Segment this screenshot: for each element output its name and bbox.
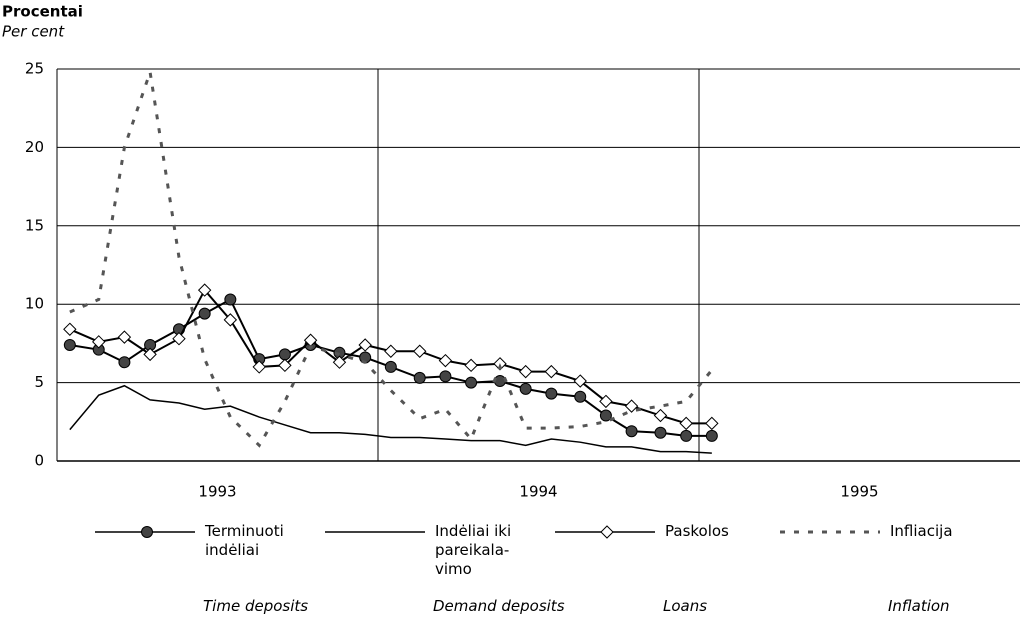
marker <box>465 376 478 389</box>
marker <box>358 338 372 352</box>
marker <box>278 348 291 361</box>
legend-marker <box>600 525 614 539</box>
marker <box>172 331 186 346</box>
marker <box>599 394 613 409</box>
marker <box>705 416 719 431</box>
marker <box>653 408 668 423</box>
marker <box>63 322 77 336</box>
legend-label: Terminuoti indėliai <box>205 522 284 559</box>
legend-label-en: Loans <box>663 597 708 615</box>
marker <box>252 360 266 374</box>
legend-item <box>95 526 195 538</box>
legend-label: Infliacija <box>890 522 953 540</box>
y-axis-label-en: Per cent <box>2 23 65 41</box>
marker <box>413 371 426 384</box>
marker <box>654 426 667 439</box>
y-tick-label: 10 <box>25 295 44 313</box>
x-tick-label: 1994 <box>519 483 557 501</box>
y-axis-label: Procentai <box>2 3 83 21</box>
marker <box>384 344 398 358</box>
y-tick-label: 15 <box>25 216 44 234</box>
marker <box>679 416 693 431</box>
marker <box>224 293 237 306</box>
series-line <box>69 71 714 448</box>
marker <box>143 347 157 362</box>
marker <box>574 390 587 403</box>
y-tick-label: 5 <box>34 373 44 391</box>
legend-label: Indėliai iki pareikala-vimo <box>435 522 512 578</box>
marker <box>545 387 558 400</box>
marker <box>464 358 478 373</box>
marker <box>518 364 533 379</box>
y-tick-label: 20 <box>25 138 44 156</box>
marker <box>705 429 718 442</box>
marker <box>599 409 612 422</box>
legend-label-en: Inflation <box>888 597 950 615</box>
marker <box>573 374 587 388</box>
marker <box>63 338 76 351</box>
marker <box>439 370 452 383</box>
legend-item <box>555 525 655 539</box>
marker <box>117 330 132 344</box>
marker <box>624 399 639 413</box>
series-line <box>69 384 712 454</box>
marker <box>198 307 211 320</box>
legend-label-en: Time deposits <box>203 597 309 615</box>
legend-marker <box>141 526 153 538</box>
legend-label: Paskolos <box>665 522 729 540</box>
marker <box>544 364 559 379</box>
marker <box>278 358 292 373</box>
marker <box>384 360 397 373</box>
marker <box>332 355 347 369</box>
marker <box>438 353 453 368</box>
y-tick-label: 25 <box>25 60 44 78</box>
marker <box>223 313 238 327</box>
marker <box>493 375 506 388</box>
y-tick-label: 0 <box>34 452 44 470</box>
marker <box>92 335 106 349</box>
legend-label-en: Demand deposits <box>433 597 565 615</box>
marker <box>413 344 427 358</box>
marker <box>625 425 638 438</box>
x-tick-label: 1995 <box>840 483 878 501</box>
marker <box>680 429 693 442</box>
x-tick-label: 1993 <box>198 483 236 501</box>
marker <box>519 382 532 395</box>
marker <box>197 283 212 297</box>
marker <box>118 356 131 369</box>
